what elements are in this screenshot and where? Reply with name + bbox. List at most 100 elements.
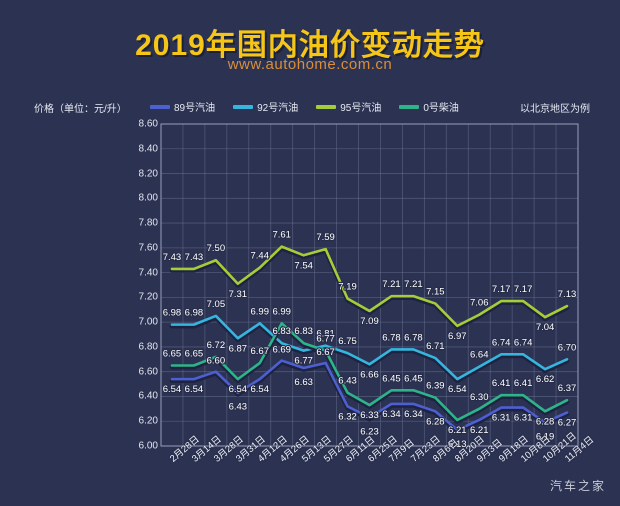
y-axis-tick-label: 7.60 <box>138 242 158 254</box>
y-axis-tick-label: 7.80 <box>138 217 158 229</box>
data-point-label: 7.43 <box>163 252 182 263</box>
data-point-label: 6.70 <box>558 342 577 353</box>
legend-item-95号汽油[interactable]: 95号汽油 <box>316 99 381 114</box>
data-point-label: 6.87 <box>229 343 248 354</box>
legend-item-0号柴油[interactable]: 0号柴油 <box>399 99 459 114</box>
data-point-label: 7.05 <box>207 299 226 310</box>
data-point-label: 6.78 <box>404 332 423 343</box>
data-point-label: 6.27 <box>558 418 577 429</box>
data-point-label: 6.43 <box>338 376 357 387</box>
data-point-label: 7.13 <box>558 289 577 300</box>
data-point-label: 7.09 <box>360 316 379 327</box>
data-point-label: 7.61 <box>272 230 291 241</box>
data-point-label: 6.74 <box>492 337 511 348</box>
data-point-label: 6.28 <box>426 416 445 427</box>
data-point-label: 6.74 <box>514 337 533 348</box>
plot-frame <box>160 123 579 447</box>
x-axis-labels: 2月28日 3月14日 3月28日 3月31日 4月12日 4月26日 5月13日 5月27日… <box>0 430 620 506</box>
data-point-label: 6.67 <box>251 346 270 357</box>
y-axis-tick-label: 8.20 <box>138 168 158 180</box>
legend-swatch-icon <box>399 104 420 109</box>
data-point-label: 6.37 <box>558 383 577 394</box>
data-point-label: 6.63 <box>294 377 313 388</box>
data-point-label: 6.34 <box>382 409 401 420</box>
data-point-label: 6.65 <box>163 349 182 360</box>
legend-swatch-icon <box>316 104 337 109</box>
data-point-label: 6.41 <box>514 378 533 389</box>
data-point-label: 6.30 <box>470 392 489 403</box>
legend-item-89号汽油[interactable]: 89号汽油 <box>150 99 215 114</box>
series-line-0号柴油[interactable] <box>170 322 569 422</box>
data-point-label: 6.31 <box>514 413 533 424</box>
data-point-label: 6.54 <box>229 384 248 395</box>
data-point-label: 6.60 <box>207 356 226 367</box>
data-point-label: 7.31 <box>229 289 248 300</box>
data-point-label: 6.66 <box>360 369 379 380</box>
data-point-label: 6.67 <box>316 347 335 358</box>
page-subtitle: www.autohome.com.cn <box>227 56 393 73</box>
legend-label: 0号柴油 <box>423 103 459 114</box>
data-point-label: 6.65 <box>185 349 204 360</box>
legend-swatch-icon <box>150 104 170 109</box>
data-point-label: 6.54 <box>251 384 270 395</box>
data-point-label: 6.31 <box>492 413 511 424</box>
data-point-label: 7.44 <box>251 251 270 262</box>
data-point-label: 6.98 <box>163 308 182 319</box>
series-line-shadow-89号汽油 <box>169 359 570 434</box>
data-point-label: 6.43 <box>229 402 248 413</box>
data-point-label: 6.54 <box>185 384 204 395</box>
legend-item-92号汽油[interactable]: 92号汽油 <box>233 99 298 114</box>
data-point-label: 7.19 <box>338 282 357 293</box>
data-point-label: 6.64 <box>470 350 489 361</box>
y-axis-tick-label: 8.00 <box>138 192 158 204</box>
data-point-label: 6.21 <box>470 425 489 436</box>
y-axis-tick-label: 8.60 <box>138 118 158 130</box>
data-point-label: 6.33 <box>360 410 379 421</box>
legend-label: 92号汽油 <box>257 103 299 114</box>
data-point-label: 6.72 <box>207 340 226 351</box>
y-axis-tick-label: 7.20 <box>138 291 158 303</box>
region-note: 以北京地区为例 <box>520 104 590 115</box>
y-axis-tick-label: 6.80 <box>138 341 158 353</box>
series-line-95号汽油[interactable] <box>170 245 569 328</box>
data-point-label: 6.23 <box>360 427 379 438</box>
data-point-label: 6.78 <box>382 332 401 343</box>
chart-legend: 89号汽油 92号汽油 95号汽油 0号柴油 <box>150 99 459 114</box>
data-point-label: 6.19 <box>536 431 555 442</box>
data-point-label: 7.17 <box>514 284 533 295</box>
data-point-label: 6.54 <box>448 384 467 395</box>
data-point-label: 6.75 <box>338 336 357 347</box>
data-point-label: 6.54 <box>163 384 182 395</box>
data-point-label: 6.99 <box>251 306 270 317</box>
series-line-shadow-92号汽油 <box>169 315 570 384</box>
data-point-label: 6.13 <box>448 439 467 450</box>
series-line-89号汽油[interactable] <box>170 359 569 432</box>
legend-swatch-icon <box>233 104 254 109</box>
series-line-shadow-95号汽油 <box>169 245 570 330</box>
data-point-label: 7.21 <box>404 279 423 290</box>
y-axis-labels: 8.60 8.40 8.20 8.00 7.80 7.60 7.40 7.20 7.00 6.80… <box>118 118 158 452</box>
data-point-label: 6.77 <box>316 334 335 345</box>
data-point-label: 6.32 <box>338 411 357 422</box>
data-point-label: 7.04 <box>536 322 555 333</box>
y-axis-tick-label: 8.40 <box>138 143 158 155</box>
data-point-label: 7.59 <box>316 232 335 243</box>
y-axis-tick-label: 7.00 <box>138 316 158 328</box>
series-line-shadow-0号柴油 <box>169 322 570 424</box>
legend-label: 95号汽油 <box>340 103 382 114</box>
data-point-label: 6.77 <box>294 356 313 367</box>
data-point-label: 7.21 <box>382 279 401 290</box>
y-axis-tick-label: 6.20 <box>138 415 158 427</box>
data-point-label: 6.21 <box>448 425 467 436</box>
series-line-92号汽油[interactable] <box>170 314 569 381</box>
y-axis-tick-label: 6.40 <box>138 390 158 402</box>
y-axis-tick-label: 6.60 <box>138 366 158 378</box>
page-title: 2019年国内油价变动走势 <box>135 29 485 62</box>
data-point-label: 6.98 <box>185 308 204 319</box>
data-point-label: 6.45 <box>404 373 423 384</box>
legend-label: 89号汽油 <box>174 103 216 114</box>
data-point-label: 6.34 <box>404 409 423 420</box>
